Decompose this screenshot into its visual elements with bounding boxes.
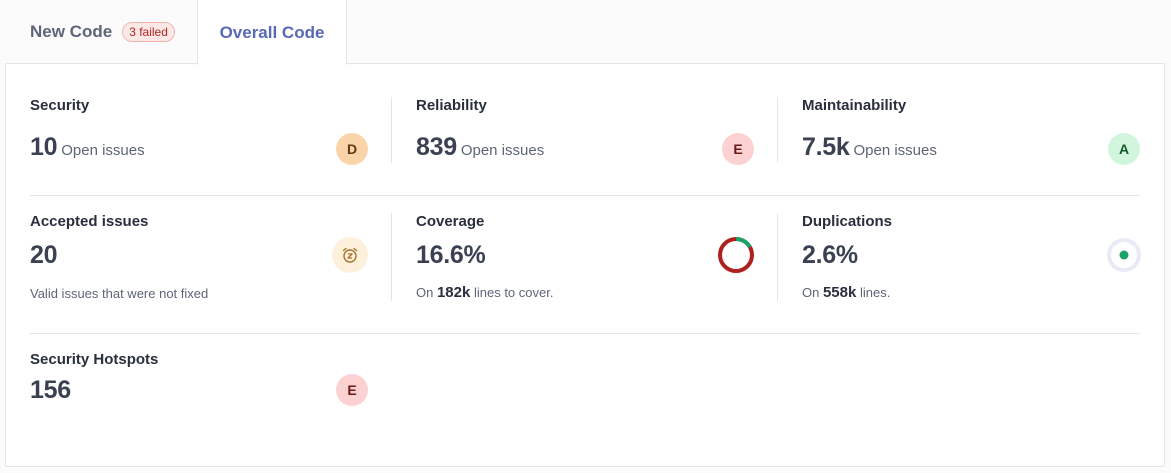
maintainability-title: Maintainability: [802, 97, 907, 114]
security-card: Security 10 Open issues D: [30, 97, 370, 167]
security-hotspots-count[interactable]: 156: [30, 376, 71, 404]
coverage-percentage[interactable]: 16.6%: [416, 241, 486, 269]
security-hotspots-card: Security Hotspots 156 E: [30, 351, 370, 411]
coverage-covered-arc: [718, 237, 754, 273]
accepted-issues-value-row[interactable]: 20: [30, 241, 58, 270]
accepted-issues-count[interactable]: 20: [30, 241, 58, 269]
security-hotspots-value-row[interactable]: 156: [30, 376, 71, 405]
duplications-value-row[interactable]: 2.6%: [802, 241, 858, 270]
failed-conditions-badge: 3 failed: [122, 22, 175, 42]
accepted-issues-title: Accepted issues: [30, 213, 149, 230]
duplications-card: Duplications 2.6% On 558k lines.: [802, 213, 1142, 305]
divider: [391, 213, 392, 301]
coverage-card: Coverage 16.6% On 182k lines to cover.: [416, 213, 756, 305]
duplications-note-suffix: lines.: [859, 285, 891, 300]
maintainability-open-issues-count[interactable]: 7.5k: [802, 133, 850, 161]
duplications-title: Duplications: [802, 213, 893, 230]
alarm-clock-snooze-icon: [332, 237, 368, 273]
reliability-value-row[interactable]: 839 Open issues: [416, 133, 544, 162]
security-hotspots-rating-badge[interactable]: E: [336, 374, 368, 406]
divider: [777, 213, 778, 301]
coverage-lines-note: On 182k lines to cover.: [416, 284, 553, 301]
maintainability-card: Maintainability 7.5k Open issues A: [802, 97, 1142, 167]
security-value-row[interactable]: 10 Open issues: [30, 133, 145, 162]
reliability-card: Reliability 839 Open issues E: [416, 97, 756, 167]
coverage-title: Coverage: [416, 213, 485, 230]
security-hotspots-title: Security Hotspots: [30, 351, 159, 368]
overall-code-panel: Security 10 Open issues D Reliability 83…: [5, 63, 1165, 467]
maintainability-value-row[interactable]: 7.5k Open issues: [802, 133, 937, 162]
coverage-donut-chart: [718, 237, 754, 273]
accepted-issues-card: Accepted issues 20 Valid issues that wer…: [30, 213, 370, 305]
duplications-lines-count[interactable]: 558k: [822, 284, 857, 301]
tab-overall-code[interactable]: Overall Code: [197, 0, 347, 65]
duplications-indicator-icon: [1107, 238, 1141, 272]
duplications-note-prefix: On: [802, 285, 820, 300]
coverage-value-row[interactable]: 16.6%: [416, 241, 486, 270]
reliability-open-issues-count[interactable]: 839: [416, 133, 457, 161]
accepted-issues-description: Valid issues that were not fixed: [30, 286, 209, 301]
row-divider: [30, 333, 1140, 334]
divider: [777, 97, 778, 163]
security-open-issues-label: Open issues: [61, 142, 145, 159]
tab-new-code-label: New Code: [30, 22, 113, 41]
divider: [391, 97, 392, 163]
duplications-lines-note: On 558k lines.: [802, 284, 890, 301]
coverage-note-suffix: lines to cover.: [473, 285, 554, 300]
reliability-open-issues-label: Open issues: [460, 142, 545, 159]
row-divider: [30, 195, 1140, 196]
security-open-issues-count[interactable]: 10: [30, 133, 58, 161]
reliability-title: Reliability: [416, 97, 487, 114]
security-rating-badge[interactable]: D: [336, 133, 368, 165]
duplications-percentage[interactable]: 2.6%: [802, 241, 858, 269]
security-title: Security: [30, 97, 90, 114]
tab-overall-code-label: Overall Code: [219, 22, 325, 42]
maintainability-open-issues-label: Open issues: [853, 142, 937, 159]
tab-new-code[interactable]: New Code 3 failed: [30, 0, 175, 64]
coverage-lines-count[interactable]: 182k: [436, 284, 471, 301]
tab-bar: New Code 3 failed Overall Code: [0, 0, 1171, 65]
reliability-rating-badge[interactable]: E: [722, 133, 754, 165]
coverage-note-prefix: On: [416, 285, 434, 300]
maintainability-rating-badge[interactable]: A: [1108, 133, 1140, 165]
